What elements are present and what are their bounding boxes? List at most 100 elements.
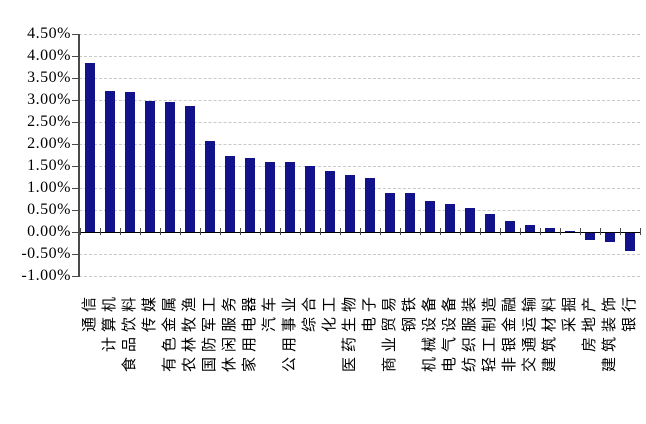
bar — [524, 225, 535, 232]
x-axis-tick — [359, 228, 361, 235]
x-axis-label-text: 建筑装饰 — [601, 292, 618, 373]
x-axis-tick — [319, 228, 321, 235]
y-axis-tick — [72, 232, 79, 233]
gridline — [79, 166, 640, 167]
gridline — [79, 56, 640, 57]
x-axis-label: 国防军工 — [200, 292, 220, 424]
x-axis-label-text: 采掘 — [561, 292, 578, 333]
y-axis-tick-label: -1.00% — [21, 267, 71, 284]
y-axis-tick — [72, 188, 79, 189]
bar — [484, 214, 495, 232]
x-axis-tick — [399, 228, 401, 235]
bar — [124, 92, 135, 232]
x-axis-label: 房地产 — [580, 292, 600, 424]
x-axis-tick — [459, 228, 461, 235]
x-axis-label-text: 国防军工 — [201, 292, 218, 373]
x-axis-tick — [379, 228, 381, 235]
x-axis-tick — [219, 228, 221, 235]
x-axis-label: 采掘 — [560, 292, 580, 424]
x-axis-label: 食品饮料 — [120, 292, 140, 424]
y-axis-tick-label: 1.50% — [27, 157, 71, 174]
x-axis-label-text: 纺织服装 — [461, 292, 478, 373]
y-axis-tick-label: 2.50% — [27, 113, 71, 130]
bar — [224, 156, 235, 232]
y-axis-tick — [72, 56, 79, 57]
y-axis-tick — [72, 166, 79, 167]
x-axis-label-text: 电气设备 — [441, 292, 458, 373]
bar — [384, 193, 395, 232]
x-axis-tick — [299, 228, 301, 235]
x-axis-label: 综合 — [300, 292, 320, 424]
x-axis-label: 医药生物 — [340, 292, 360, 424]
x-axis-tick — [579, 228, 581, 235]
x-axis-label: 化工 — [320, 292, 340, 424]
x-axis-tick — [279, 228, 281, 235]
gridline — [79, 210, 640, 211]
y-axis-tick-label: 1.00% — [27, 179, 71, 196]
bar — [364, 178, 375, 232]
x-axis-label-text: 化工 — [321, 292, 338, 333]
y-axis-tick — [72, 122, 79, 123]
x-axis-label-text: 农林牧渔 — [181, 292, 198, 373]
x-axis-tick — [119, 228, 121, 235]
bar — [304, 166, 315, 232]
x-axis-label-text: 有色金属 — [161, 292, 178, 373]
x-axis-label-text: 轻工制造 — [481, 292, 498, 373]
x-axis-tick — [99, 228, 101, 235]
x-axis-label-text: 传媒 — [141, 292, 158, 333]
x-axis-label: 汽车 — [260, 292, 280, 424]
gridline — [79, 100, 640, 101]
x-axis-label: 建筑装饰 — [600, 292, 620, 424]
bar — [264, 162, 275, 232]
x-axis-label-text: 医药生物 — [341, 292, 358, 373]
x-axis-tick — [419, 228, 421, 235]
bar — [164, 102, 175, 232]
x-axis-tick — [499, 228, 501, 235]
y-axis-tick-label: -0.50% — [21, 245, 71, 262]
bar — [564, 231, 575, 232]
gridline — [79, 144, 640, 145]
bar — [464, 208, 475, 232]
y-axis-tick-label: 0.50% — [27, 201, 71, 218]
x-axis-label-text: 房地产 — [581, 292, 598, 353]
x-axis-label: 公用事业 — [280, 292, 300, 424]
x-axis-label-text: 计算机 — [101, 292, 118, 353]
y-axis-line — [78, 34, 80, 277]
x-axis-label-text: 休闲服务 — [221, 292, 238, 373]
gridline — [79, 78, 640, 79]
x-axis-tick — [519, 228, 521, 235]
x-axis-label: 家用电器 — [240, 292, 260, 424]
x-axis-tick — [479, 228, 481, 235]
x-axis-label: 钢铁 — [400, 292, 420, 424]
bar — [504, 221, 515, 232]
x-axis-label: 休闲服务 — [220, 292, 240, 424]
x-axis-label-text: 机械设备 — [421, 292, 438, 373]
x-axis-label-text: 建筑材料 — [541, 292, 558, 373]
x-axis-tick — [259, 228, 261, 235]
y-axis-tick-label: 4.00% — [27, 47, 71, 64]
x-axis-label-text: 食品饮料 — [121, 292, 138, 373]
bar — [184, 106, 195, 232]
x-axis-label-text: 综合 — [301, 292, 318, 333]
bar — [84, 63, 95, 232]
x-axis-label: 有色金属 — [160, 292, 180, 424]
y-axis-tick-label: 4.50% — [27, 25, 71, 42]
x-axis-label-text: 钢铁 — [401, 292, 418, 333]
x-axis-label: 机械设备 — [420, 292, 440, 424]
x-axis-label: 电气设备 — [440, 292, 460, 424]
gridline — [79, 34, 640, 35]
x-axis-label: 轻工制造 — [480, 292, 500, 424]
y-axis-tick-label: 3.00% — [27, 91, 71, 108]
x-axis-label-text: 商业贸易 — [381, 292, 398, 373]
bar — [204, 141, 215, 232]
bar — [624, 233, 635, 251]
bar — [284, 162, 295, 232]
plot-area — [72, 34, 641, 277]
bar — [584, 233, 595, 240]
x-axis-tick — [599, 228, 601, 235]
x-axis-tick — [79, 228, 81, 235]
x-axis-tick — [539, 228, 541, 235]
y-axis-tick — [72, 276, 79, 277]
x-axis-label-text: 电子 — [361, 292, 378, 333]
x-axis-label-text: 非银金融 — [501, 292, 518, 373]
